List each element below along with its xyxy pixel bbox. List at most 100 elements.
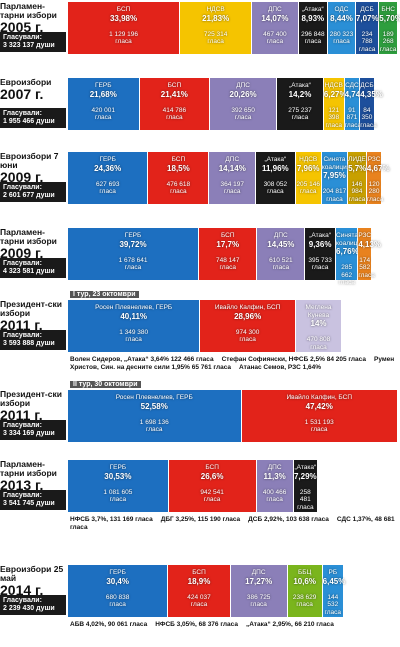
party-bar: Росен Плевнелиев, ГЕРБ 40,11% 1 349 380 гла…	[68, 300, 201, 352]
party-percent: 8,93%	[301, 13, 325, 23]
election-year: 2011 г.	[0, 317, 43, 333]
votes-unit: гласа	[250, 601, 267, 608]
votes-unit: гласа	[344, 121, 362, 129]
votes-unit: гласа	[99, 188, 116, 195]
voters-label: Гласували:	[3, 332, 42, 339]
party-percent: 8,44%	[330, 13, 353, 23]
party-votes: 146 984	[351, 180, 363, 196]
party-percent: 7,95%	[323, 171, 346, 180]
party-votes: 414 786	[162, 106, 187, 114]
votes-unit: гласа	[296, 601, 313, 608]
party-bar: ДСБ 4,35% 84 350 гласа	[360, 78, 383, 130]
party-votes: 91 871	[346, 106, 358, 122]
party-bar: ДПС 17,27% 386 725 гласа	[230, 565, 288, 617]
party-name: Ивайло Калфин, БСП	[214, 304, 281, 311]
votes-unit: гласа	[299, 188, 317, 195]
party-percent: 39,72%	[119, 239, 147, 249]
party-bar: ДПС 14,14% 364 197 гласа	[209, 152, 257, 204]
party-name: БСП	[192, 569, 206, 576]
election-title: Евроизбори 7 юни	[0, 151, 59, 170]
party-votes: 204 817	[322, 188, 347, 195]
party-name: „Атака“	[294, 464, 317, 471]
voters-unit: души	[36, 340, 55, 347]
votes-unit: гласа	[224, 188, 241, 195]
votes-unit: гласа	[239, 336, 256, 343]
party-name: „Атака“	[302, 6, 324, 13]
votes-unit: гласа	[358, 45, 376, 53]
voters-count: 3 334 169	[3, 430, 35, 437]
party-bar: ДСБ 7,07% 234 788 гласа	[355, 2, 380, 54]
votes-unit: гласа	[379, 45, 397, 53]
election-label: Парламен-тарни избори 2009 г.	[0, 228, 66, 261]
votes-unit: гласа	[170, 188, 187, 195]
party-percent: 14,07%	[261, 13, 289, 23]
party-votes: 1 081 605	[103, 488, 133, 496]
party-percent: 14,45%	[267, 239, 295, 249]
votes-unit: гласа	[366, 195, 384, 203]
voters-unit: души	[36, 268, 55, 275]
voters-unit: души	[36, 192, 55, 199]
voters-line: 2 239 430 души	[3, 605, 63, 613]
election-title: Парламен-тарни избори	[0, 459, 57, 478]
party-name: „Атака“	[309, 232, 331, 239]
party-name: БСП	[171, 156, 186, 163]
votes-unit: гласа	[115, 38, 132, 45]
party-bar: ББЦ 10,6% 238 629 гласа	[287, 565, 323, 617]
party-bar: Ивайло Калфин, БСП 47,42% 1 531 193 гласа	[241, 390, 398, 442]
round-label: I тур, 23 октомври	[70, 291, 139, 298]
party-votes: 174 582	[359, 256, 371, 272]
voters-label: Гласували:	[3, 110, 42, 117]
party-bar: ГЕРБ 24,36% 627 693 гласа	[68, 152, 149, 204]
party-percent: 11,96%	[261, 163, 289, 173]
party-name: НДСВ	[324, 82, 343, 89]
party-votes: 280 323	[329, 30, 354, 38]
party-bar: СДС 4,74% 91 871 гласа	[344, 78, 367, 130]
voters-line: 4 323 581 души	[3, 268, 63, 276]
votes-unit: гласа	[234, 114, 252, 121]
party-votes: 189 268	[382, 30, 394, 46]
voters-count: 2 239 430	[3, 605, 35, 612]
election-title: Евроизбори 25 май	[0, 564, 64, 583]
party-votes: 395 733	[308, 256, 332, 264]
votes-unit: гласа	[310, 343, 327, 351]
party-votes: 942 541	[200, 488, 224, 496]
voters-box: Гласували: 3 541 745 души	[0, 490, 66, 510]
voters-box: Гласували: 1 955 466 души	[0, 108, 66, 128]
party-bar: „Атака“ 8,93% 296 848 гласа	[298, 2, 329, 54]
party-bar: БСП 17,7% 748 147 гласа	[199, 228, 258, 280]
party-votes: 420 001	[91, 106, 116, 114]
party-votes: 238 629	[292, 593, 317, 601]
election-title: Евроизбори	[0, 77, 52, 87]
party-bar: ДПС 14,07% 467 400 гласа	[252, 2, 299, 54]
party-percent: 6,76%	[336, 247, 359, 256]
voters-unit: души	[36, 500, 55, 507]
party-percent: 4,35%	[360, 89, 383, 99]
votes-unit: гласа	[360, 121, 377, 129]
party-name: ГЕРБ	[109, 569, 126, 576]
party-percent: 21,68%	[89, 89, 117, 99]
voters-box: Гласували: 3 593 888 души	[0, 330, 66, 350]
party-name: ДСБ	[360, 6, 374, 13]
voters-box: Гласували: 2 601 677 души	[0, 182, 66, 202]
party-votes: 275 237	[288, 106, 312, 114]
votes-unit: гласа	[145, 426, 163, 433]
party-name: БСП	[205, 464, 219, 471]
votes-unit: гласа	[207, 38, 224, 45]
party-name: Росен Плевнелиев, ГЕРБ	[95, 304, 173, 311]
votes-unit: гласа	[297, 503, 314, 511]
party-bar: ГЕРБ 30,53% 1 081 605 гласа	[68, 460, 169, 512]
party-percent: 9,36%	[308, 239, 332, 249]
voters-line: 3 323 137 души	[3, 42, 63, 50]
party-votes: 144 532	[327, 593, 339, 609]
party-bar: ГЕРБ 30,4% 680 838 гласа	[68, 565, 169, 617]
party-percent: 7,07%	[355, 13, 379, 23]
party-bar: БСП 21,41% 414 786 гласа	[139, 78, 211, 130]
note: НФСБ 3,7%, 131 169 гласа	[70, 516, 153, 523]
voters-label: Гласували:	[3, 492, 42, 499]
party-votes: 205 146	[296, 180, 320, 188]
party-name: БСП	[167, 82, 182, 89]
notes: АБВ 4,02%, 90 061 гласа НФСБ 3,05%, 68 37…	[70, 621, 398, 629]
party-name: СДС	[345, 82, 359, 89]
votes-unit: гласа	[324, 608, 342, 616]
party-name: ДПС	[267, 6, 282, 13]
